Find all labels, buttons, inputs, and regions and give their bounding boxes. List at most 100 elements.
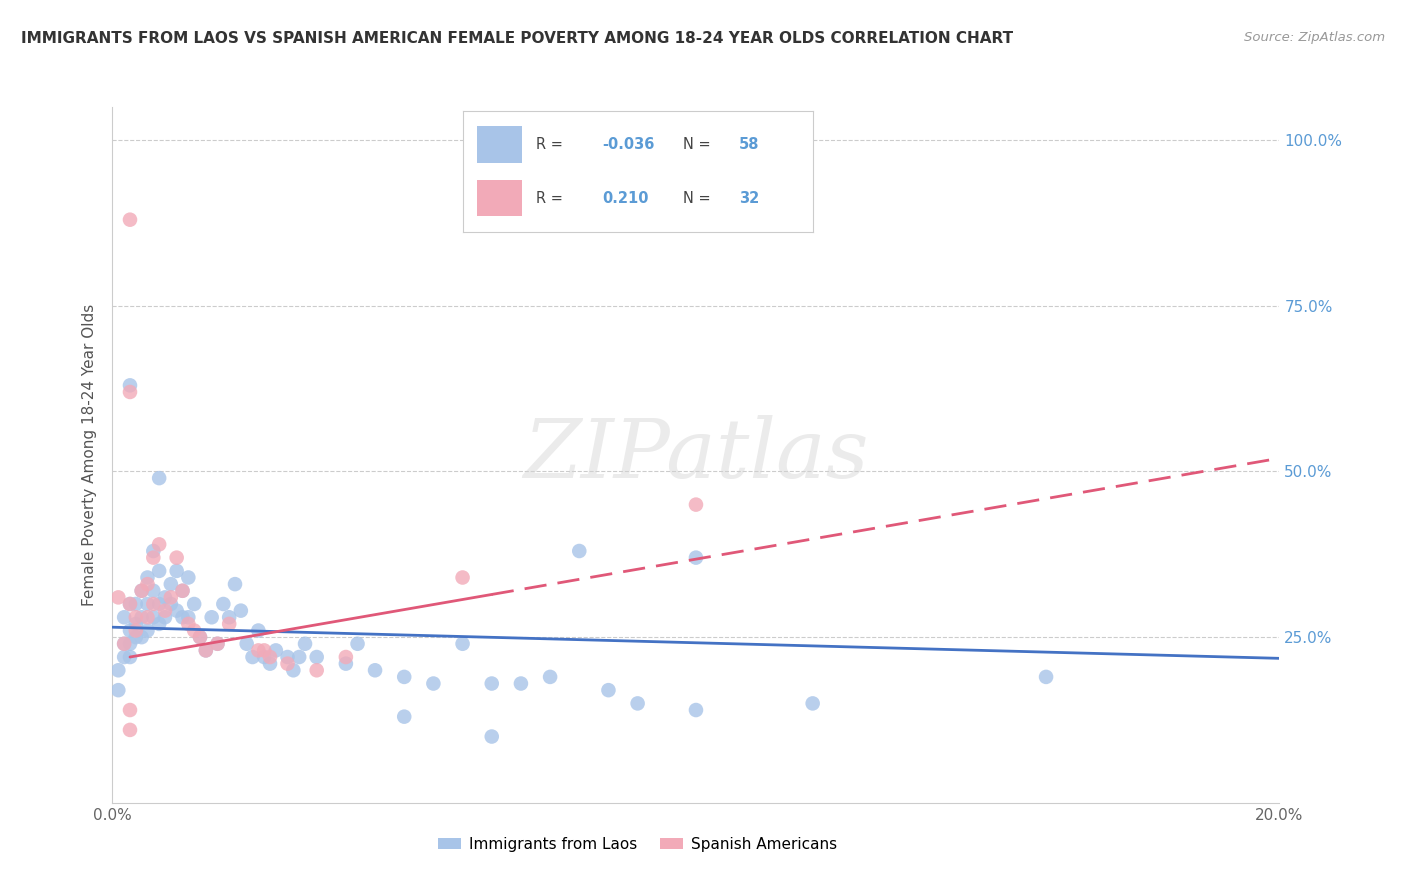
Point <box>148 616 170 631</box>
Text: ZIPatlas: ZIPatlas <box>523 415 869 495</box>
Point <box>568 544 591 558</box>
Point <box>142 550 165 565</box>
Point <box>451 570 474 584</box>
Point <box>136 610 159 624</box>
Point <box>177 570 200 584</box>
Point <box>201 610 224 624</box>
Point <box>131 583 153 598</box>
Text: IMMIGRANTS FROM LAOS VS SPANISH AMERICAN FEMALE POVERTY AMONG 18-24 YEAR OLDS CO: IMMIGRANTS FROM LAOS VS SPANISH AMERICAN… <box>21 31 1014 46</box>
Point <box>112 637 135 651</box>
Point <box>288 650 311 665</box>
Point <box>142 583 165 598</box>
Point <box>112 637 135 651</box>
Point <box>335 650 357 665</box>
Point <box>131 630 153 644</box>
Point <box>107 591 129 605</box>
Point <box>276 650 298 665</box>
Point <box>346 637 368 651</box>
Point <box>153 591 176 605</box>
Point <box>172 583 194 598</box>
Point <box>112 610 135 624</box>
Point <box>148 471 170 485</box>
Point <box>118 597 141 611</box>
Point <box>148 597 170 611</box>
Point <box>685 498 707 512</box>
Point <box>125 630 148 644</box>
Point <box>598 683 620 698</box>
Point <box>148 537 170 551</box>
Point <box>160 597 183 611</box>
Point <box>107 683 129 698</box>
Point <box>207 637 229 651</box>
Point <box>142 597 165 611</box>
Point <box>125 616 148 631</box>
Point <box>153 610 176 624</box>
Point <box>305 663 328 677</box>
Legend: Immigrants from Laos, Spanish Americans: Immigrants from Laos, Spanish Americans <box>432 830 844 858</box>
Point <box>194 643 217 657</box>
Point <box>131 583 153 598</box>
Point <box>118 597 141 611</box>
Point <box>212 597 235 611</box>
Point <box>259 657 281 671</box>
Point <box>218 610 240 624</box>
Point <box>276 657 298 671</box>
Point <box>142 610 165 624</box>
Point <box>394 709 416 723</box>
Point <box>125 597 148 611</box>
Point <box>118 624 141 638</box>
Point <box>160 577 183 591</box>
Point <box>172 583 194 598</box>
Point <box>148 564 170 578</box>
Point <box>112 650 135 665</box>
Point <box>294 637 316 651</box>
Point <box>136 577 159 591</box>
Point <box>229 604 252 618</box>
Point <box>481 676 503 690</box>
Point <box>183 624 205 638</box>
Point <box>242 650 264 665</box>
Point <box>172 610 194 624</box>
Point <box>166 550 188 565</box>
Point <box>136 570 159 584</box>
Point <box>685 703 707 717</box>
Point <box>451 637 474 651</box>
Point <box>142 544 165 558</box>
Point <box>235 637 257 651</box>
Point <box>166 564 188 578</box>
Point <box>247 624 270 638</box>
Point <box>259 650 281 665</box>
Point <box>305 650 328 665</box>
Point <box>118 378 141 392</box>
Point <box>107 663 129 677</box>
Point <box>364 663 387 677</box>
Point <box>125 610 148 624</box>
Point <box>247 643 270 657</box>
Point <box>264 643 287 657</box>
Point <box>283 663 305 677</box>
Point <box>153 604 176 618</box>
Point <box>160 591 183 605</box>
Point <box>253 643 276 657</box>
Point <box>538 670 561 684</box>
Text: Source: ZipAtlas.com: Source: ZipAtlas.com <box>1244 31 1385 45</box>
Point <box>194 643 217 657</box>
Point <box>125 624 148 638</box>
Point <box>481 730 503 744</box>
Y-axis label: Female Poverty Among 18-24 Year Olds: Female Poverty Among 18-24 Year Olds <box>82 304 97 606</box>
Point <box>685 550 707 565</box>
Point <box>801 697 824 711</box>
Point <box>136 624 159 638</box>
Point <box>627 697 650 711</box>
Point <box>183 597 205 611</box>
Point <box>509 676 531 690</box>
Point <box>335 657 357 671</box>
Point <box>177 610 200 624</box>
Point <box>118 703 141 717</box>
Point <box>1035 670 1057 684</box>
Point <box>188 630 211 644</box>
Point <box>136 597 159 611</box>
Point <box>118 637 141 651</box>
Point <box>166 604 188 618</box>
Point <box>118 723 141 737</box>
